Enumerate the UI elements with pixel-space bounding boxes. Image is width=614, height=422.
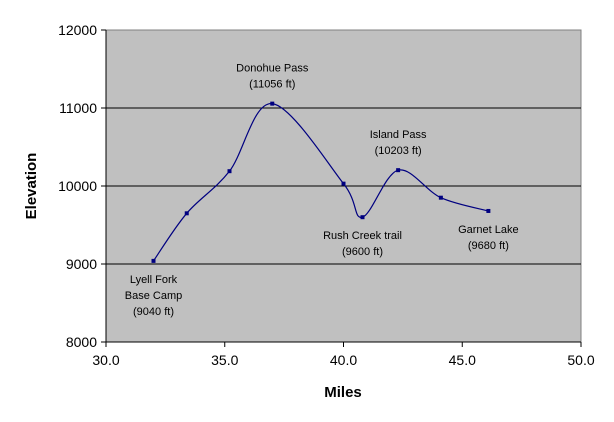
annotation: Rush Creek trail (9600 ft) xyxy=(323,230,402,258)
y-axis-title: Elevation xyxy=(23,153,40,220)
data-point xyxy=(438,195,443,200)
annotation-line: Base Camp xyxy=(125,290,182,302)
annotation-line: (9600 ft) xyxy=(342,246,383,258)
gridlines xyxy=(106,107,581,265)
annotation-line: Island Pass xyxy=(370,129,427,141)
y-tick-label: 9000 xyxy=(66,256,97,272)
axes: 8000 9000 10000 11000 12000 30.0 35.0 40.0 45.0 5… xyxy=(58,22,595,368)
annotation-line: (9040 ft) xyxy=(133,306,174,318)
annotation-line: Garnet Lake xyxy=(458,224,519,236)
y-tick-label: 11000 xyxy=(59,100,97,116)
series-layer xyxy=(151,101,491,263)
y-tick-label: 12000 xyxy=(58,22,97,38)
data-point xyxy=(396,168,401,173)
series-line xyxy=(153,103,489,262)
x-tick-label: 50.0 xyxy=(567,352,594,368)
y-tick-label: 10000 xyxy=(58,178,97,194)
annotation-line: Donohue Pass xyxy=(236,63,309,75)
data-point xyxy=(486,208,491,213)
data-point xyxy=(360,215,365,220)
data-point xyxy=(341,181,346,186)
x-tick-label: 30.0 xyxy=(92,352,119,368)
data-point xyxy=(184,211,189,216)
data-point xyxy=(151,258,156,263)
data-point xyxy=(270,101,275,106)
x-tick-label: 35.0 xyxy=(211,352,238,368)
annotation-line: (11056 ft) xyxy=(249,79,295,91)
annotation: Donohue Pass (11056 ft) xyxy=(236,63,309,91)
annotation: Island Pass (10203 ft) xyxy=(370,129,427,157)
annotation-line: (10203 ft) xyxy=(375,145,422,157)
annotation: Lyell Fork Base Camp (9040 ft) xyxy=(125,274,182,318)
x-tick-label: 40.0 xyxy=(330,352,357,368)
x-tick-label: 45.0 xyxy=(449,352,476,368)
data-point xyxy=(227,169,232,174)
annotation-line: (9680 ft) xyxy=(468,240,509,252)
annotation: Garnet Lake (9680 ft) xyxy=(458,224,519,252)
annotation-line: Lyell Fork xyxy=(130,274,178,286)
annotations: Lyell Fork Base Camp (9040 ft) Donohue Pass… xyxy=(125,63,519,318)
annotation-line: Rush Creek trail xyxy=(323,230,402,242)
x-axis-title: Miles xyxy=(324,384,362,401)
y-tick-label: 8000 xyxy=(66,334,97,350)
